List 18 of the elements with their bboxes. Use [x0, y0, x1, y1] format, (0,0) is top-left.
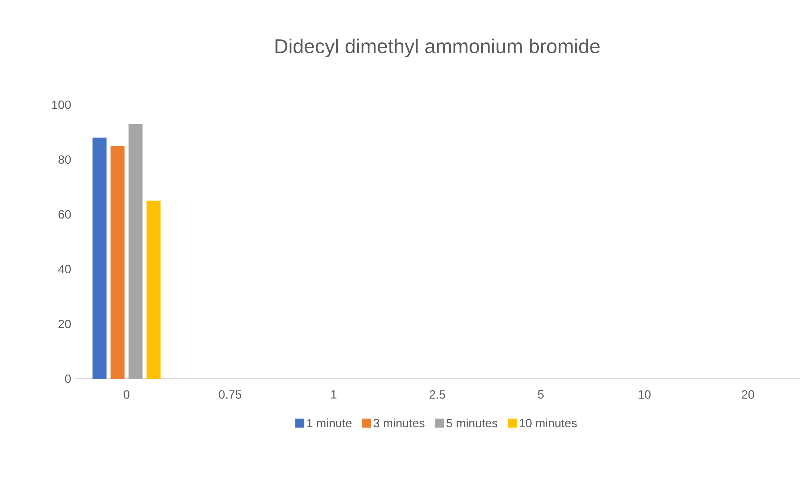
y-tick-label: 80	[58, 156, 72, 164]
x-tick-label: 1	[332, 390, 337, 399]
y-tick-label: 0	[65, 374, 72, 384]
y-tick-label: 100	[52, 100, 72, 110]
y-tick-label: 40	[58, 265, 72, 274]
y-tick-label: 60	[58, 210, 72, 219]
x-tick-label: 10	[638, 390, 651, 399]
legend-label: 3 minutes	[374, 418, 425, 428]
x-tick-label: 0	[124, 390, 130, 399]
x-tick-label: 2.5	[430, 390, 446, 399]
chart-title: Didecyl dimethyl ammonium bromide	[276, 38, 600, 58]
y-tick-label: 20	[58, 320, 72, 328]
x-tick-label: 5	[538, 390, 544, 399]
legend-label: 1 minute	[307, 418, 352, 428]
x-tick-label: 0.75	[219, 390, 242, 399]
legend-label: 10 minutes	[520, 418, 578, 428]
legend-label: 5 minutes	[446, 418, 498, 428]
x-tick-label: 20	[742, 390, 754, 399]
